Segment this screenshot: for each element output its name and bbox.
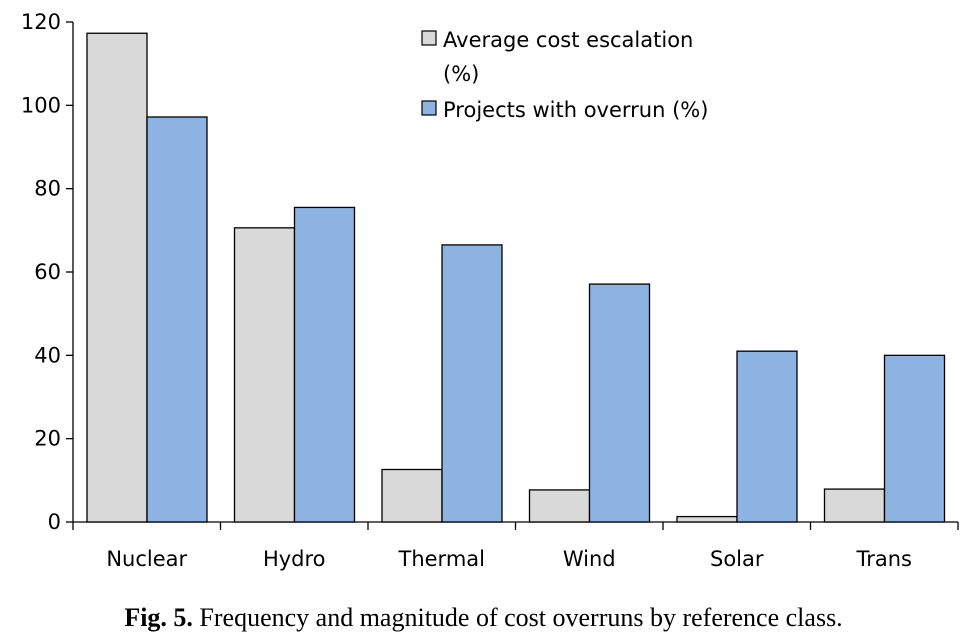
- x-category-label: Wind: [563, 547, 616, 571]
- bars-group: [86, 32, 946, 523]
- bar-series2-thermal: [441, 244, 503, 523]
- bar-series2-trans: [883, 354, 946, 523]
- caption-text: Frequency and magnitude of cost overruns…: [199, 603, 843, 632]
- legend-label-series1: (%): [443, 62, 479, 86]
- bar-series1-trans: [823, 488, 886, 523]
- legend: Average cost escalation (%) Projects with …: [421, 28, 708, 122]
- y-axis: 0 20 40 60 80 100 120: [21, 10, 74, 534]
- legend-label-series2: Projects with overrun (%): [443, 98, 708, 122]
- bar-series2-nuclear: [146, 116, 208, 523]
- bar-series2-wind: [588, 283, 651, 523]
- figure-caption: Fig. 5. Frequency and magnitude of cost …: [0, 603, 967, 633]
- legend-swatch-series1: [421, 30, 437, 46]
- y-tick-label: 40: [34, 343, 61, 367]
- bar-series1-wind: [528, 489, 591, 523]
- legend-swatch-series2: [421, 100, 437, 116]
- caption-label: Fig. 5.: [124, 603, 193, 632]
- x-category-label: Hydro: [263, 547, 326, 571]
- x-category-label: Solar: [710, 547, 764, 571]
- y-tick-label: 100: [21, 93, 61, 117]
- bar-chart: 0 20 40 60 80 100 120 Nuclear Hydro Thermal Wind S…: [21, 10, 959, 571]
- y-tick-label: 0: [48, 510, 61, 534]
- x-axis: Nuclear Hydro Thermal Wind Solar Trans: [72, 521, 959, 571]
- x-category-label: Thermal: [398, 547, 485, 571]
- x-category-label: Trans: [856, 547, 913, 571]
- y-tick-label: 60: [34, 260, 61, 284]
- bar-series1-thermal: [381, 468, 443, 523]
- x-category-label: Nuclear: [106, 547, 187, 571]
- y-tick-label: 20: [34, 427, 61, 451]
- y-tick-label: 80: [34, 177, 61, 201]
- y-tick-label: 120: [21, 10, 61, 34]
- bar-series2-solar: [736, 350, 798, 523]
- bar-series2-hydro: [293, 206, 356, 523]
- bar-series1-hydro: [233, 227, 296, 523]
- legend-label-series1: Average cost escalation: [443, 28, 693, 52]
- bar-series1-solar: [676, 515, 738, 523]
- bar-series1-nuclear: [86, 32, 148, 523]
